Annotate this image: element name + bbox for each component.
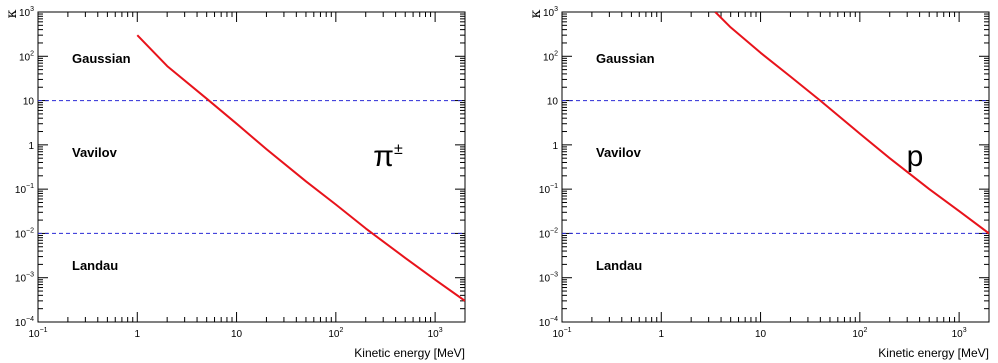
x-tick-label: 102 [852,327,867,340]
region-label-gaussian: Gaussian [596,51,655,66]
y-tick-label: 10 [547,97,559,108]
plot-frame [561,11,990,323]
y-tick-label: 10−2 [539,227,558,240]
region-label-landau: Landau [72,258,118,273]
particle-label: π± [373,140,403,173]
region-label-gaussian: Gaussian [72,51,131,66]
y-tick-label: 1 [552,141,558,152]
kappa-curve-1 [136,34,465,302]
x-tick-label: 10−1 [552,327,571,340]
x-tick-label: 103 [952,327,967,340]
x-tick-label: 10 [755,329,767,340]
y-tick-label: 1 [28,141,34,152]
y-tick-label: 10−3 [15,272,34,285]
y-tick-label: 10 [23,97,35,108]
y-tick-label: 10−4 [15,316,34,329]
y-tick-label: 10−2 [15,227,34,240]
region-label-vavilov: Vavilov [596,145,642,160]
kappa-curve-1 [714,12,989,235]
plot-frame [37,11,466,323]
y-tick-label: 103 [19,6,34,19]
x-tick-label: 10 [231,329,243,340]
region-label-vavilov: Vavilov [72,145,118,160]
region-label-landau: Landau [596,258,642,273]
y-tick-label: 102 [543,50,558,63]
y-tick-label: 102 [19,50,34,63]
chart-panel-2: 10−1 1 10 102 103 10−4 10−3 10−2 10−1 1 10 102 103 Ki… [528,6,990,360]
y-tick-label: 10−1 [539,183,558,196]
y-tick-label: 10−1 [15,183,34,196]
y-tick-label: 103 [543,6,558,19]
y-tick-label: 10−4 [539,316,558,329]
y-axis-label: κ [4,9,20,18]
x-tick-label: 10−1 [28,327,47,340]
y-tick-label: 10−3 [539,272,558,285]
x-tick-label: 1 [134,329,140,340]
x-tick-label: 103 [428,327,443,340]
y-axis-label: κ [528,9,544,18]
x-tick-label: 1 [658,329,664,340]
x-tick-label: 102 [328,327,343,340]
x-axis-label: Kinetic energy [MeV] [878,346,989,360]
chart-panel-1: 10−1 1 10 102 103 10−4 10−3 10−2 10−1 1 10 102 103 Ki… [4,6,466,360]
x-axis-label: Kinetic energy [MeV] [354,346,465,360]
particle-label: p [907,140,924,173]
